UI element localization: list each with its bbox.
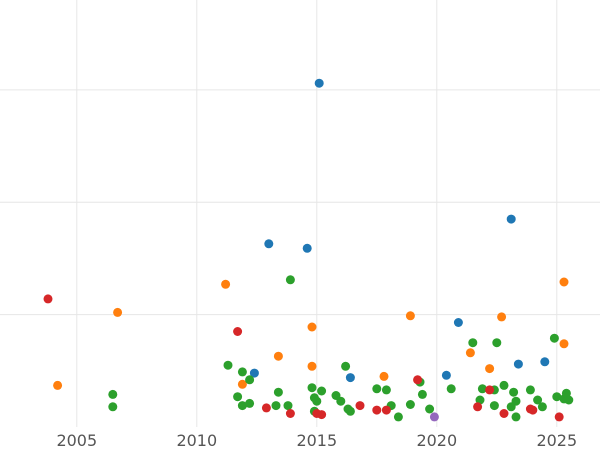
data-point-red bbox=[43, 294, 53, 304]
data-point-green bbox=[511, 396, 521, 406]
data-point-green bbox=[108, 402, 118, 412]
data-point-orange bbox=[559, 277, 569, 287]
data-point-red bbox=[381, 405, 391, 415]
data-point-blue bbox=[441, 370, 451, 380]
data-point-green bbox=[307, 383, 317, 393]
data-point-green bbox=[425, 404, 435, 414]
data-point-orange bbox=[307, 361, 317, 371]
data-point-green bbox=[345, 406, 355, 416]
data-point-green bbox=[273, 387, 283, 397]
data-point-blue bbox=[513, 359, 523, 369]
data-point-orange bbox=[221, 279, 231, 289]
data-point-green bbox=[489, 401, 499, 411]
data-point-blue bbox=[506, 214, 516, 224]
data-point-purple bbox=[429, 412, 439, 422]
data-point-green bbox=[533, 395, 543, 405]
x-tick-label: 2020 bbox=[416, 431, 457, 450]
x-tick-label: 2025 bbox=[536, 431, 577, 450]
data-point-red bbox=[355, 401, 365, 411]
data-point-green bbox=[499, 380, 509, 390]
data-point-green bbox=[245, 398, 255, 408]
data-point-blue bbox=[264, 239, 274, 249]
data-point-red bbox=[317, 410, 327, 420]
data-point-orange bbox=[53, 380, 63, 390]
x-tick-label: 2010 bbox=[176, 431, 217, 450]
data-point-green bbox=[468, 338, 478, 348]
data-point-green bbox=[317, 386, 327, 396]
data-point-red bbox=[554, 412, 564, 422]
data-point-red bbox=[528, 405, 538, 415]
data-point-green bbox=[417, 389, 427, 399]
data-point-green bbox=[525, 385, 535, 395]
data-point-green bbox=[312, 396, 322, 406]
data-point-orange bbox=[497, 312, 507, 322]
data-point-green bbox=[223, 360, 233, 370]
data-point-green bbox=[405, 400, 415, 409]
data-point-green bbox=[372, 384, 382, 394]
data-point-blue bbox=[302, 243, 312, 253]
data-point-green bbox=[537, 402, 547, 412]
data-point-orange bbox=[113, 307, 123, 317]
data-point-red bbox=[285, 409, 295, 418]
data-point-green bbox=[271, 401, 281, 411]
data-point-green bbox=[511, 412, 521, 422]
data-point-orange bbox=[379, 371, 389, 381]
data-point-green bbox=[237, 367, 247, 377]
data-point-green bbox=[233, 392, 243, 402]
data-point-orange bbox=[485, 364, 495, 374]
data-point-orange bbox=[307, 322, 317, 332]
data-point-red bbox=[473, 402, 483, 412]
data-point-green bbox=[108, 389, 118, 399]
data-point-blue bbox=[345, 373, 355, 383]
data-points bbox=[43, 78, 574, 422]
data-point-red bbox=[261, 403, 271, 413]
data-point-green bbox=[336, 396, 346, 406]
data-point-red bbox=[499, 409, 509, 418]
data-point-red bbox=[233, 327, 243, 336]
data-point-green bbox=[477, 384, 487, 394]
data-point-green bbox=[564, 395, 574, 405]
data-point-green bbox=[446, 384, 456, 394]
data-point-green bbox=[393, 412, 403, 422]
data-point-green bbox=[475, 395, 485, 405]
data-point-blue bbox=[540, 357, 550, 367]
data-point-green bbox=[285, 275, 295, 285]
data-point-blue bbox=[249, 368, 259, 378]
data-point-green bbox=[509, 387, 519, 397]
data-point-green bbox=[549, 333, 559, 343]
data-point-green bbox=[237, 401, 247, 411]
data-point-green bbox=[492, 338, 502, 348]
data-point-orange bbox=[559, 339, 569, 349]
data-point-red bbox=[485, 385, 495, 395]
data-point-green bbox=[381, 385, 391, 395]
data-point-green bbox=[552, 392, 562, 402]
data-point-red bbox=[372, 405, 382, 415]
data-point-green bbox=[283, 401, 293, 411]
x-tick-label: 2015 bbox=[296, 431, 337, 450]
data-point-orange bbox=[465, 348, 475, 358]
data-point-orange bbox=[273, 351, 283, 361]
gridlines bbox=[0, 0, 600, 427]
data-point-blue bbox=[314, 78, 324, 88]
x-tick-labels: 2005 2010 2015 2020 2025 bbox=[56, 431, 577, 450]
data-point-green bbox=[341, 361, 351, 371]
x-tick-label: 2005 bbox=[56, 431, 97, 450]
data-point-blue bbox=[453, 318, 463, 327]
data-point-green bbox=[245, 375, 255, 385]
data-point-red bbox=[413, 375, 423, 385]
data-point-orange bbox=[405, 311, 415, 321]
data-point-orange bbox=[237, 379, 247, 389]
